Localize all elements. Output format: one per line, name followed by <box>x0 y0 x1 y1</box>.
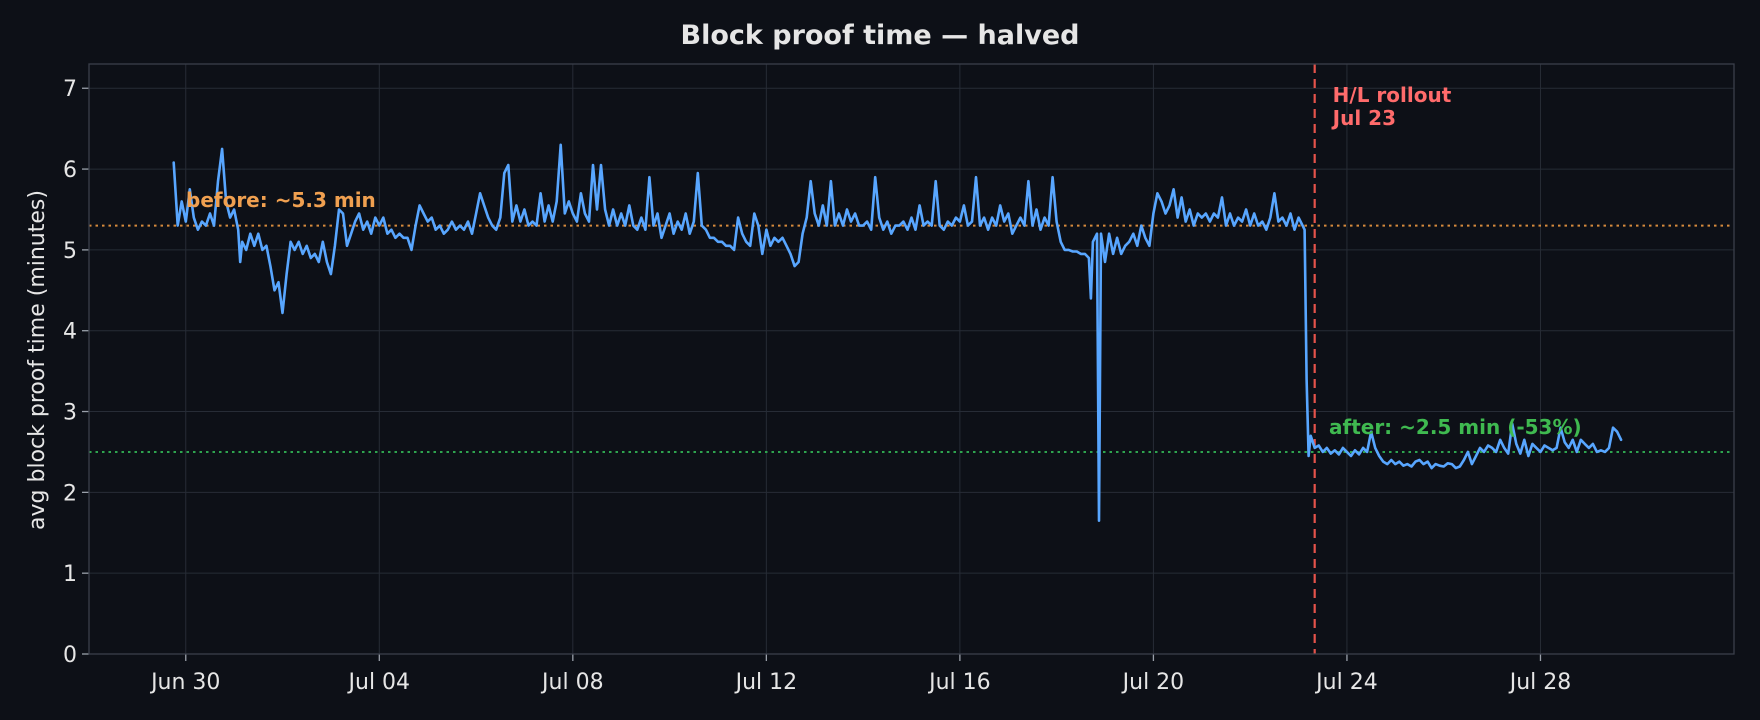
plot-frame <box>88 63 1735 655</box>
y-tick-label: 1 <box>63 562 77 587</box>
x-tick-label: Jul 12 <box>734 670 798 695</box>
chart-title: Block proof time — halved <box>681 20 1080 51</box>
after-label: after: ~2.5 min (-53%) <box>1329 415 1582 439</box>
y-tick-label: 6 <box>63 158 77 183</box>
before-label: before: ~5.3 min <box>186 188 376 212</box>
rollout-date-label: Jul 23 <box>1331 106 1396 130</box>
rollout-label: H/L rollout <box>1333 83 1452 107</box>
y-tick-label: 7 <box>63 77 77 102</box>
series-layer <box>172 143 1623 522</box>
y-tick-label: 3 <box>63 401 77 426</box>
x-tick-label: Jul 28 <box>1508 670 1572 695</box>
y-tick-label: 4 <box>63 320 77 345</box>
y-axis-label: avg block proof time (minutes) <box>25 190 50 530</box>
y-tick-label: 2 <box>63 481 77 506</box>
series-line-0 <box>172 143 1623 522</box>
grid-layer <box>89 64 1734 655</box>
axes: 0 1 2 3 4 5 6 7 Jun 30 Jul 04 Jul 08 Jul 12 Jul 16 Ju… <box>63 63 1735 695</box>
x-tick-label: Jul 24 <box>1314 670 1378 695</box>
x-tick-label: Jul 16 <box>927 670 991 695</box>
y-tick-label: 0 <box>63 643 77 668</box>
x-tick-label: Jul 08 <box>540 670 604 695</box>
x-tick-label: Jul 20 <box>1121 670 1185 695</box>
annotations: before: ~5.3 min after: ~2.5 min (-53%) H/… <box>186 83 1582 439</box>
y-tick-label: 5 <box>63 239 77 264</box>
x-tick-label: Jun 30 <box>149 670 220 695</box>
x-tick-label: Jul 04 <box>347 670 411 695</box>
